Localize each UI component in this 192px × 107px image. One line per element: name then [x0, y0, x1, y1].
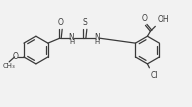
Text: O: O	[13, 52, 19, 61]
Text: N: N	[69, 33, 74, 42]
Text: O: O	[142, 14, 147, 23]
Text: OH: OH	[158, 15, 169, 24]
Text: CH₃: CH₃	[2, 63, 15, 69]
Text: Cl: Cl	[150, 71, 158, 80]
Text: N: N	[94, 33, 100, 42]
Text: S: S	[83, 18, 88, 27]
Text: H: H	[69, 39, 74, 45]
Text: O: O	[58, 18, 64, 27]
Text: H: H	[95, 39, 100, 45]
